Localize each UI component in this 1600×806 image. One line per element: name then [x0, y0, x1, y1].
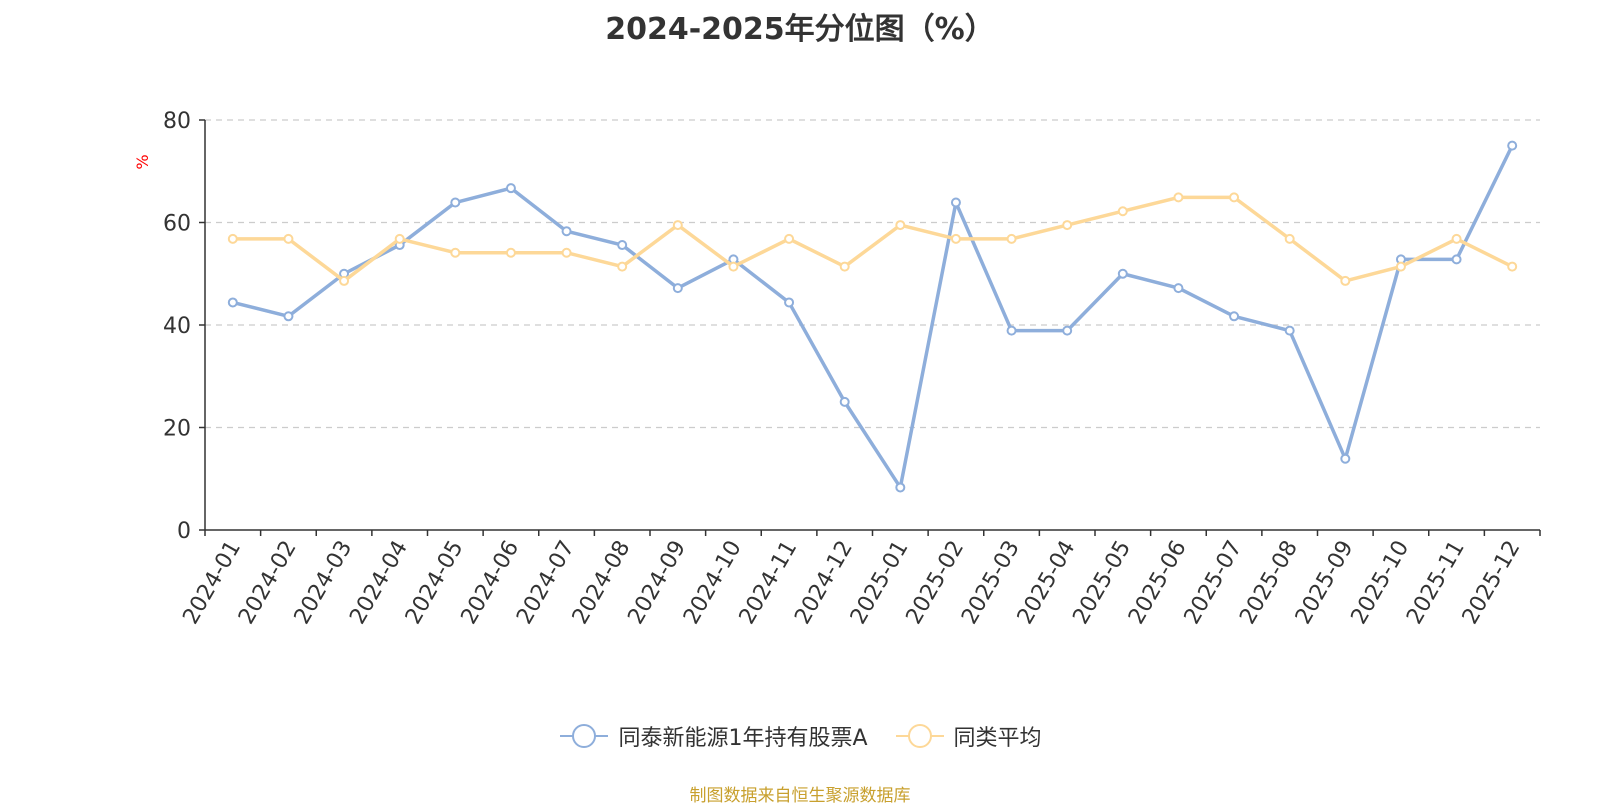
data-point: [283, 233, 294, 244]
data-point: [1340, 275, 1351, 286]
data-point: [1006, 233, 1017, 244]
data-point: [227, 233, 238, 244]
data-point: [561, 247, 572, 258]
data-point: [617, 261, 628, 272]
data-point: [450, 197, 461, 208]
legend-item[interactable]: 同类平均: [894, 720, 1042, 752]
legend-marker-icon: [895, 724, 944, 748]
data-point: [1284, 233, 1295, 244]
data-point: [450, 247, 461, 258]
y-axis-label: %: [133, 154, 152, 169]
data-point: [895, 482, 906, 493]
data-point: [1062, 325, 1073, 336]
data-point: [394, 233, 405, 244]
y-tick-label: 40: [163, 314, 191, 339]
data-point: [1507, 261, 1518, 272]
data-point: [950, 233, 961, 244]
y-tick-label: 60: [163, 212, 191, 237]
series-line: [232, 195, 1513, 283]
data-point: [839, 261, 850, 272]
data-point: [1117, 206, 1128, 217]
legend-label: 同类平均: [953, 726, 1042, 751]
data-point: [1284, 325, 1295, 336]
y-tick-label: 20: [163, 417, 191, 442]
legend-marker-icon: [560, 724, 609, 748]
data-point: [1395, 261, 1406, 272]
data-point: [227, 297, 238, 308]
data-point: [505, 183, 516, 194]
legend-label: 同泰新能源1年持有股票A: [618, 726, 868, 751]
data-point: [561, 226, 572, 237]
data-point: [1006, 325, 1017, 336]
series-2: [227, 192, 1518, 286]
data-point: [1451, 233, 1462, 244]
data-point: [839, 396, 850, 407]
y-tick-label: 0: [177, 519, 191, 544]
data-point: [895, 220, 906, 231]
data-point: [617, 240, 628, 251]
legend-item[interactable]: 同泰新能源1年持有股票A: [558, 720, 868, 752]
data-point: [1451, 254, 1462, 265]
data-point: [728, 261, 739, 272]
data-point: [784, 297, 795, 308]
data-point: [505, 247, 516, 258]
legend: 同泰新能源1年持有股票A 同类平均: [0, 720, 1600, 752]
data-point: [1229, 311, 1240, 322]
data-point: [1507, 140, 1518, 151]
y-tick-label: 80: [163, 109, 191, 134]
legend-marker-circle: [572, 724, 597, 748]
data-point: [1173, 192, 1184, 203]
data-point: [784, 233, 795, 244]
data-point: [1340, 453, 1351, 464]
data-point: [672, 283, 683, 294]
data-point: [950, 197, 961, 208]
legend-marker-circle: [907, 724, 932, 748]
series-1: [227, 140, 1518, 493]
data-point: [283, 311, 294, 322]
data-point: [1229, 192, 1240, 203]
data-point: [1062, 220, 1073, 231]
series-line: [232, 144, 1514, 490]
data-point: [339, 275, 350, 286]
data-point: [1117, 268, 1128, 279]
data-point: [672, 220, 683, 231]
chart-title: 2024-2025年分位图（%）: [605, 12, 995, 47]
source-note: 制图数据来自恒生聚源数据库: [689, 786, 911, 806]
data-point: [1173, 283, 1184, 294]
